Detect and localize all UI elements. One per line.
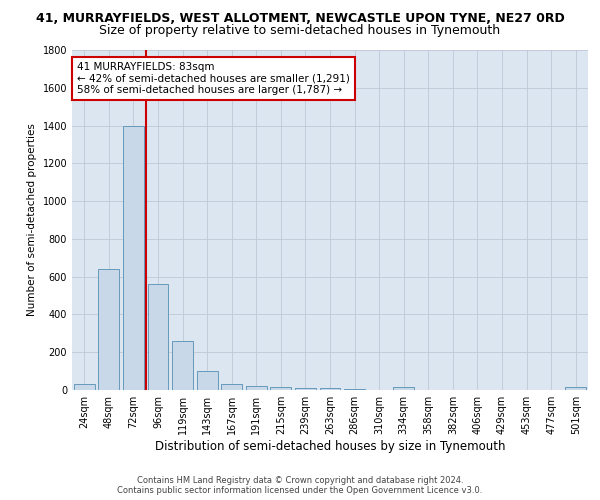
X-axis label: Distribution of semi-detached houses by size in Tynemouth: Distribution of semi-detached houses by … bbox=[155, 440, 505, 453]
Bar bbox=[320, 388, 340, 390]
Y-axis label: Number of semi-detached properties: Number of semi-detached properties bbox=[27, 124, 37, 316]
Bar bbox=[393, 387, 414, 390]
Bar bbox=[98, 269, 119, 390]
Text: 41 MURRAYFIELDS: 83sqm
← 42% of semi-detached houses are smaller (1,291)
58% of : 41 MURRAYFIELDS: 83sqm ← 42% of semi-det… bbox=[77, 62, 350, 95]
Text: Size of property relative to semi-detached houses in Tynemouth: Size of property relative to semi-detach… bbox=[100, 24, 500, 37]
Bar bbox=[295, 388, 316, 390]
Bar bbox=[74, 384, 95, 390]
Bar bbox=[123, 126, 144, 390]
Bar bbox=[172, 341, 193, 390]
Bar bbox=[271, 387, 292, 390]
Bar bbox=[565, 387, 586, 390]
Bar bbox=[148, 284, 169, 390]
Text: 41, MURRAYFIELDS, WEST ALLOTMENT, NEWCASTLE UPON TYNE, NE27 0RD: 41, MURRAYFIELDS, WEST ALLOTMENT, NEWCAS… bbox=[35, 12, 565, 26]
Text: Contains HM Land Registry data © Crown copyright and database right 2024.
Contai: Contains HM Land Registry data © Crown c… bbox=[118, 476, 482, 495]
Bar bbox=[221, 384, 242, 390]
Bar bbox=[246, 386, 267, 390]
Bar bbox=[344, 389, 365, 390]
Bar bbox=[197, 371, 218, 390]
